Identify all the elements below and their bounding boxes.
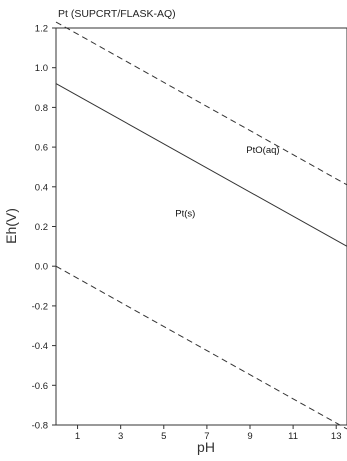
y-tick-label: -0.2	[32, 301, 48, 312]
x-tick-label: 13	[331, 431, 342, 442]
x-tick-label: 5	[161, 431, 166, 442]
chart-title: Pt (SUPCRT/FLASK-AQ)	[58, 8, 176, 20]
x-tick-label: 3	[118, 431, 123, 442]
y-tick-label: -0.6	[32, 381, 48, 392]
x-tick-label: 11	[288, 431, 298, 442]
dashed-boundary-line	[55, 265, 347, 430]
y-tick-label: -0.8	[32, 421, 48, 432]
field-labels: PtO(aq) Pt(s)	[175, 145, 279, 220]
y-tick-label: 0.4	[35, 182, 48, 193]
plot-frame	[55, 27, 347, 426]
y-axis: 1.2 1.0 0.8 0.6 0.4 0.2 0.0 -0.2 -0.4 -0.6 -0.8	[32, 24, 56, 432]
solid-boundary-line	[55, 83, 347, 247]
x-tick-label: 7	[204, 431, 209, 442]
y-tick-label: 0.8	[35, 103, 48, 114]
y-tick-label: 0.6	[35, 143, 48, 154]
y-tick-label: -0.4	[32, 341, 48, 352]
y-axis-label: Eh(V)	[3, 208, 19, 244]
dashed-boundary-line	[55, 21, 347, 186]
x-tick-label: 1	[75, 431, 80, 442]
y-tick-label: 1.0	[35, 63, 48, 74]
y-tick-label: 0.2	[35, 222, 48, 233]
field-label: PtO(aq)	[246, 145, 279, 156]
series-lines	[55, 21, 347, 430]
field-label: Pt(s)	[175, 209, 195, 220]
y-tick-label: 1.2	[35, 24, 48, 35]
x-tick-label: 9	[247, 431, 252, 442]
x-axis-label: pH	[197, 439, 215, 455]
x-axis: 1 3 5 7 9 11 13	[75, 425, 342, 442]
y-tick-label: 0.0	[35, 262, 48, 273]
